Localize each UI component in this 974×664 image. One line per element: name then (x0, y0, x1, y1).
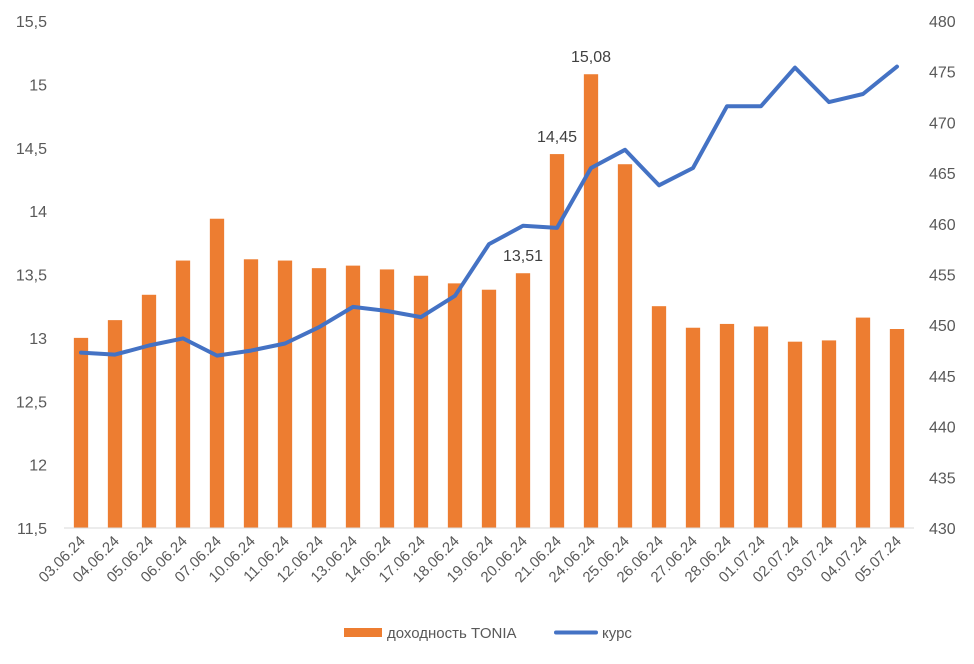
bar (855, 317, 871, 528)
bar (651, 306, 667, 528)
right-axis-tick-label: 430 (929, 521, 956, 538)
left-axis-tick-label: 14 (29, 204, 47, 221)
bar (447, 283, 463, 528)
bar (175, 260, 191, 528)
bar (583, 74, 599, 529)
bar (345, 265, 361, 528)
data-label: 14,45 (537, 129, 577, 146)
bar (821, 340, 837, 528)
bar (787, 341, 803, 528)
bar (719, 323, 735, 528)
right-axis-tick-label: 475 (929, 65, 956, 82)
left-axis-tick-label: 15,5 (16, 14, 47, 31)
bar (73, 337, 89, 528)
left-axis-tick-label: 13,5 (16, 268, 47, 285)
legend-swatch-tonia (344, 628, 382, 637)
right-axis-tick-label: 435 (929, 470, 956, 487)
right-axis-tick-label: 440 (929, 420, 956, 437)
data-labels: 13,51 14,45 15,08 (503, 49, 611, 265)
bar (379, 269, 395, 528)
right-axis-tick-label: 470 (929, 115, 956, 132)
right-axis-tick-label: 465 (929, 166, 956, 183)
bar (481, 289, 497, 528)
legend: доходность TONIA курс (344, 625, 632, 642)
bar (243, 259, 259, 528)
x-axis-ticks: 03.06.2404.06.2405.06.2406.06.2407.06.24… (36, 533, 905, 586)
right-axis-tick-label: 445 (929, 369, 956, 386)
bar (413, 275, 429, 528)
bar (889, 329, 905, 528)
bar (277, 260, 293, 528)
left-axis-ticks: 11,5 12 12,5 13 13,5 14 14,5 15 15,5 (16, 14, 47, 538)
legend-label-tonia: доходность TONIA (387, 625, 517, 642)
bar (753, 326, 769, 528)
bar (209, 218, 225, 529)
bar (515, 273, 531, 528)
bar (685, 327, 701, 528)
data-label: 13,51 (503, 248, 543, 265)
left-axis-tick-label: 11,5 (17, 521, 47, 538)
right-axis-tick-label: 480 (929, 14, 956, 31)
right-axis-ticks: 430 435 440 445 450 455 460 465 470 475 480 (929, 14, 956, 538)
bar (107, 320, 123, 528)
data-label: 15,08 (571, 49, 611, 66)
left-axis-tick-label: 12 (29, 458, 47, 475)
right-axis-tick-label: 460 (929, 217, 956, 234)
bar (311, 268, 327, 528)
legend-label-kurs: курс (602, 625, 632, 642)
left-axis-tick-label: 15 (29, 77, 47, 94)
line-series-kurs (79, 64, 899, 358)
right-axis-tick-label: 450 (929, 318, 956, 335)
right-axis-tick-label: 455 (929, 268, 956, 285)
bar (141, 294, 157, 528)
bar (617, 164, 633, 529)
left-axis-tick-label: 12,5 (16, 394, 47, 411)
left-axis-tick-label: 13 (29, 331, 47, 348)
bar (549, 154, 565, 528)
bar-series-tonia (73, 74, 905, 529)
left-axis-tick-label: 14,5 (16, 141, 47, 158)
